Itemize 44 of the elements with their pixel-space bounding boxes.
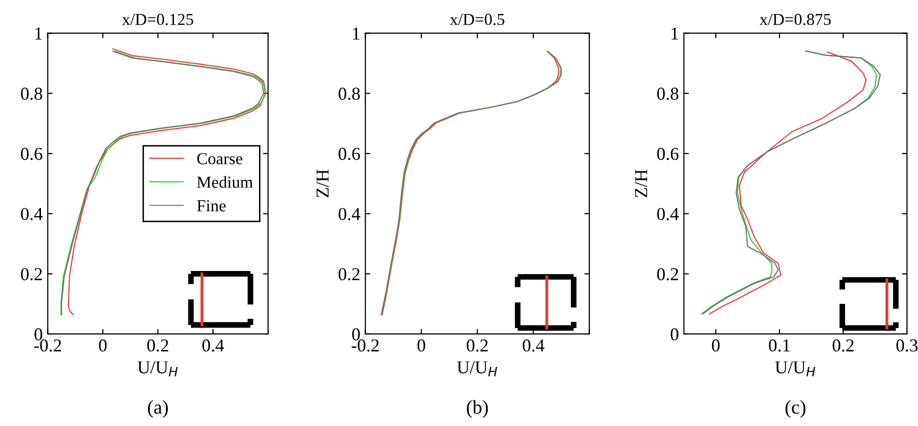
y-tick-label: 0.6: [20, 148, 42, 160]
y-tick-label: 0.4: [338, 208, 360, 220]
y-tick-label: 0.8: [20, 88, 42, 100]
y-tick-label: 0.8: [338, 88, 360, 100]
y-tick-label: 0.2: [657, 268, 678, 280]
legend-label: Fine: [197, 200, 226, 212]
text: (c): [786, 400, 806, 418]
y-tick-label: 1: [353, 28, 360, 40]
chart-title: x/D=0.5: [450, 14, 504, 26]
chart-title: x/D=0.125: [122, 14, 194, 26]
chart-title: x/D=0.875: [760, 14, 831, 26]
x-tick-label: 0.2: [147, 339, 168, 352]
y-tick-label: 0.4: [20, 208, 43, 220]
x-tick-label: -0.2: [34, 339, 62, 352]
text: (a): [148, 400, 168, 418]
text: (b): [466, 400, 488, 418]
x-tick-label: 0.1: [768, 339, 790, 352]
y-tick-label: 1: [672, 28, 678, 40]
y-tick-label: 0: [34, 328, 42, 340]
y-tick-label: 0.2: [338, 268, 360, 280]
x-tick-label: 0.2: [466, 339, 488, 352]
y-tick-label: 0.8: [657, 88, 678, 100]
x-tick-label: 0.3: [896, 339, 918, 352]
y-tick-label: 0.6: [338, 148, 360, 160]
x-tick-label: 0.4: [522, 339, 544, 352]
x-tick-label: 0.4: [202, 339, 224, 352]
x-axis-title: U/U$_{H}$: [457, 361, 498, 376]
x-tick-label: 0: [98, 339, 107, 352]
y-tick-label: 0.6: [657, 148, 679, 160]
x-tick-label: -0.2: [352, 339, 379, 352]
y-axis-title: Z/H: [635, 170, 648, 198]
legend-label: Medium: [197, 176, 253, 188]
x-axis-title: U/U$_{H}$: [775, 361, 816, 376]
x-axis-title: U/U$_{H}$: [138, 361, 178, 376]
y-tick-label: 1: [35, 28, 42, 40]
y-tick-label: 0: [352, 328, 360, 340]
legend-label: Coarse: [197, 153, 242, 164]
y-axis-title: Z/H: [316, 170, 329, 198]
y-tick-label: 0: [670, 328, 678, 340]
x-tick-label: 0.2: [832, 339, 854, 352]
x-tick-label: 0: [712, 339, 720, 352]
x-tick-label: 0: [418, 339, 426, 352]
y-tick-label: 0.4: [657, 208, 679, 220]
y-tick-label: 0.2: [20, 268, 42, 280]
